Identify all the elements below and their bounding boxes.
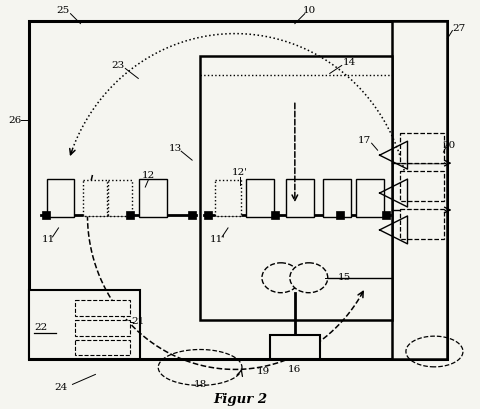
Text: 27: 27 bbox=[453, 24, 466, 33]
Text: 14: 14 bbox=[343, 58, 356, 67]
Bar bbox=[84, 180, 108, 216]
Ellipse shape bbox=[262, 263, 300, 293]
Bar bbox=[271, 211, 279, 219]
Bar bbox=[399, 209, 444, 239]
Bar bbox=[75, 339, 130, 355]
Bar bbox=[108, 180, 132, 216]
Bar bbox=[126, 211, 134, 219]
Text: 18: 18 bbox=[193, 380, 207, 389]
Bar bbox=[188, 211, 196, 219]
Bar bbox=[75, 319, 130, 335]
Bar bbox=[382, 211, 390, 219]
Bar bbox=[246, 179, 274, 217]
Bar bbox=[323, 179, 351, 217]
Bar bbox=[392, 20, 447, 360]
Text: 19: 19 bbox=[256, 367, 270, 376]
Bar bbox=[29, 20, 447, 360]
Bar bbox=[286, 179, 314, 217]
Bar bbox=[29, 290, 140, 360]
Text: 24: 24 bbox=[54, 383, 67, 392]
Text: 12: 12 bbox=[142, 171, 155, 180]
Bar bbox=[42, 211, 49, 219]
Text: 16: 16 bbox=[288, 365, 301, 374]
Text: 25: 25 bbox=[56, 6, 69, 15]
Bar bbox=[399, 171, 444, 201]
Text: 22: 22 bbox=[34, 323, 47, 332]
Bar bbox=[204, 211, 212, 219]
Bar bbox=[215, 180, 241, 216]
Text: 11: 11 bbox=[42, 235, 55, 245]
Bar bbox=[399, 133, 444, 163]
Text: 26: 26 bbox=[8, 116, 21, 125]
Bar bbox=[75, 300, 130, 316]
Bar bbox=[200, 56, 392, 319]
Text: 23: 23 bbox=[112, 61, 125, 70]
Text: 11': 11' bbox=[210, 235, 226, 245]
Bar bbox=[336, 211, 344, 219]
Text: 17: 17 bbox=[358, 136, 371, 145]
Text: 12': 12' bbox=[232, 168, 248, 177]
Text: 15: 15 bbox=[338, 273, 351, 282]
Text: 20: 20 bbox=[443, 141, 456, 150]
Ellipse shape bbox=[290, 263, 328, 293]
Bar bbox=[270, 335, 320, 360]
Text: 21: 21 bbox=[132, 317, 145, 326]
Text: Figur 2: Figur 2 bbox=[213, 393, 267, 406]
Bar bbox=[356, 179, 384, 217]
Text: 13: 13 bbox=[168, 144, 182, 153]
Bar bbox=[47, 179, 74, 217]
Text: 10: 10 bbox=[303, 6, 316, 15]
Bar bbox=[139, 179, 167, 217]
